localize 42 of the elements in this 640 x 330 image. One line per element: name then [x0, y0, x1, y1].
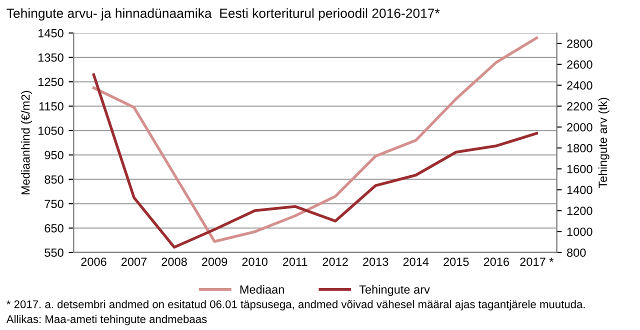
y2-tick-label: 1000: [567, 228, 592, 236]
text: Allikas: Maa-ameti tehingute andmebaas: [6, 314, 207, 326]
y2-tick-label: 2400: [567, 81, 592, 90]
y-tick-label: 1150: [39, 102, 64, 111]
y2-tick-label: 2600: [567, 60, 592, 69]
y-tick-label: 1350: [38, 53, 64, 62]
x-tick-label: 2007: [121, 258, 147, 266]
y-tick-label: 850: [44, 175, 64, 184]
x-tick-label: 2013: [363, 258, 388, 266]
x-tick-label: 2014: [403, 258, 429, 266]
y2-tick-label: 1600: [567, 164, 592, 174]
line-series: [92, 36, 538, 243]
x-tick-label: 2016: [484, 258, 510, 266]
x-tick-label: 2008: [162, 258, 187, 266]
legend-label: Mediaan: [240, 285, 284, 294]
y-tick-label: 950: [44, 150, 64, 160]
x-tick-label: 2012: [322, 258, 348, 266]
y-tick-label: 1050: [38, 126, 64, 135]
y-tick-label: 650: [44, 224, 64, 232]
y-tick-label: 1450: [38, 29, 64, 38]
y2-tick-label: 800: [567, 248, 586, 257]
x-tick-label: 2017 *: [520, 258, 554, 266]
y2-tick-label: 2800: [567, 39, 592, 48]
x-tick-label: 2015: [444, 258, 469, 266]
y2-tick-label: 1400: [567, 186, 592, 194]
y-tick-label: 750: [44, 200, 64, 208]
x-tick-label: 2010: [242, 258, 268, 266]
y2-tick-label: 1200: [567, 206, 592, 216]
chart-title: Tehingute arvu- ja hinnadünaamika Eesti korteriturul perioodil 2016-2017*: [6, 8, 440, 21]
x-tick-label: 2009: [202, 258, 228, 266]
y-axis-title: Mediaanhind (€/m2): [21, 90, 32, 194]
y-tick-label: 550: [44, 248, 64, 257]
y2-tick-label: 1800: [567, 144, 592, 152]
legend-label: Tehingute arv: [359, 285, 430, 296]
line-series: [92, 73, 538, 249]
x-tick-label: 2011: [282, 258, 308, 266]
y-tick-label: 1250: [38, 78, 64, 86]
y2-tick-label: 2200: [567, 102, 592, 111]
text: * 2017. a. detsembri andmed on esitatud 06.01 täpsusega, andmed võivad vähesel määral ajas tagantjärele muutuda.: [6, 300, 585, 310]
y2-tick-label: 2000: [567, 123, 592, 132]
x-tick-label: 2006: [81, 258, 106, 266]
y2-axis-title: Tehingute arv (tk): [598, 98, 610, 188]
